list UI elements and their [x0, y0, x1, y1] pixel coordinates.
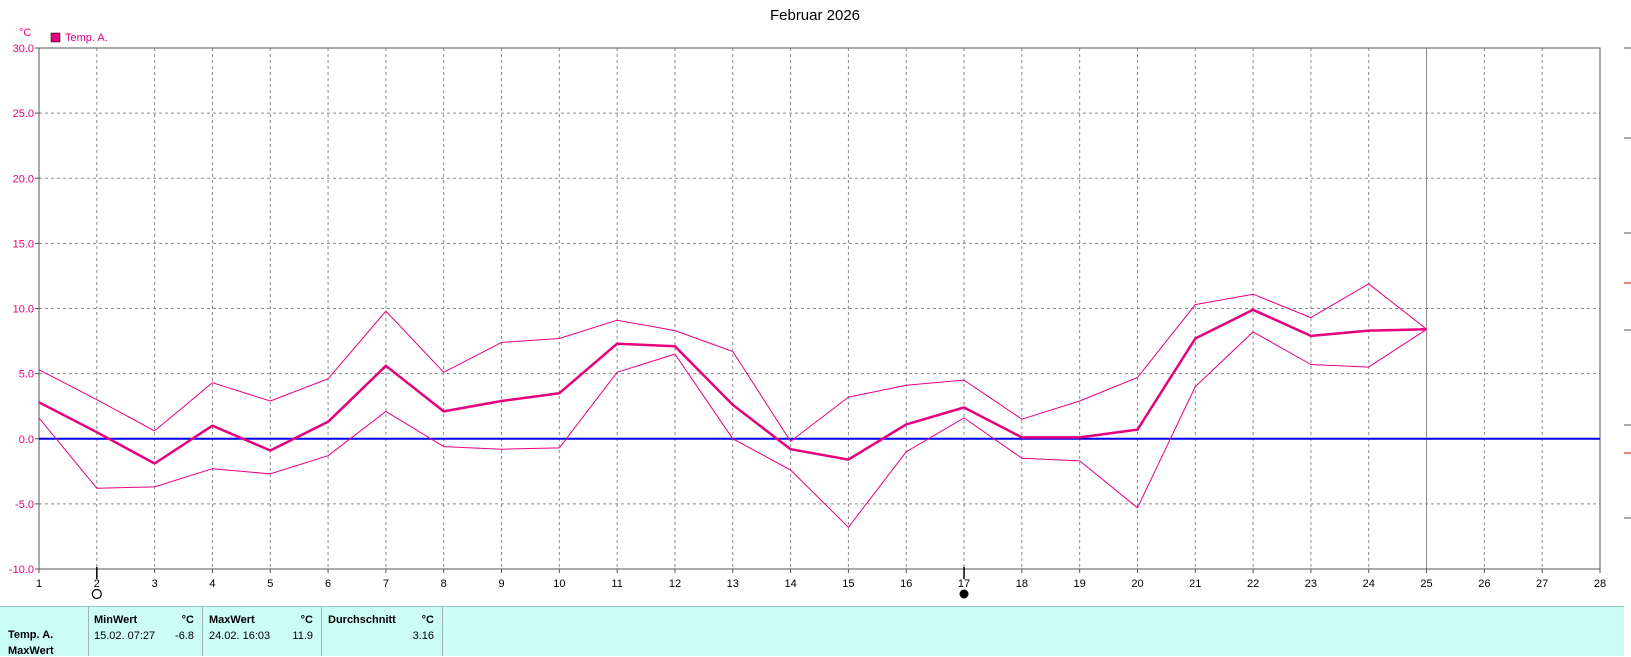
full-moon-icon — [91, 588, 102, 600]
grid — [39, 48, 1600, 569]
legend-label: Temp. A. — [65, 32, 108, 44]
y-tick-label: 0.0 — [19, 434, 34, 446]
y-axis-unit: °C — [19, 27, 31, 39]
y-tick-label: -5.0 — [15, 499, 34, 511]
series-line-mean — [38, 308, 1427, 465]
min-datetime: 15.02. 07:27 — [94, 630, 156, 642]
x-tick-label: 15 — [842, 578, 854, 590]
x-tick-label: 18 — [1016, 578, 1028, 590]
y-tick-label: 5.0 — [19, 369, 34, 381]
temperature-chart: Februar 2026 °C Temp. A. -10.0 -5.0 0.0 5.0… — [9, 7, 1631, 600]
x-tick-label: 27 — [1536, 578, 1548, 590]
stats-max-column: MaxWert °C 24.02. 16:03 11.9 — [203, 607, 322, 656]
x-tick-label: 28 — [1594, 578, 1606, 590]
y-tick-label: -10.0 — [9, 564, 34, 576]
x-tick-label: 3 — [152, 578, 158, 590]
x-tick-label: 26 — [1478, 578, 1490, 590]
min-header: MinWert — [94, 614, 138, 626]
chart-title: Februar 2026 — [770, 7, 860, 24]
y-tick-label: 10.0 — [13, 304, 34, 316]
statistics-panel: Temp. A. MaxWert MinWert °C 15.02. 07:27… — [0, 606, 1624, 657]
stats-row-label: Temp. A. — [8, 629, 54, 641]
x-tick-label: 4 — [209, 578, 215, 590]
series-line-max — [38, 283, 1427, 442]
x-tick-label: 10 — [553, 578, 565, 590]
x-tick-label: 5 — [267, 578, 273, 590]
moon-phase-markers — [91, 567, 969, 600]
legend-swatch — [50, 32, 61, 43]
right-edge-ticks — [1624, 47, 1631, 519]
x-tick-label: 9 — [498, 578, 504, 590]
y-tick-label: 15.0 — [13, 238, 34, 250]
x-tick-label: 17 — [958, 578, 970, 590]
x-tick-label: 6 — [325, 578, 331, 590]
x-tick-label: 13 — [727, 578, 739, 590]
min-unit: °C — [181, 614, 194, 626]
average-value: 3.16 — [412, 630, 434, 642]
x-tick-label: 25 — [1420, 578, 1432, 590]
x-tick-label: 14 — [784, 578, 796, 590]
x-tick-label: 7 — [383, 578, 389, 590]
stats-min-column: MinWert °C 15.02. 07:27 -6.8 — [88, 607, 203, 656]
stats-label-column — [0, 607, 89, 656]
series-line-min — [38, 328, 1427, 528]
y-tick-label: 25.0 — [13, 108, 34, 120]
x-tick-label: 20 — [1131, 578, 1143, 590]
max-datetime: 24.02. 16:03 — [209, 630, 271, 642]
average-header: Durchschnitt — [328, 614, 396, 626]
axes: -10.0-5.00.05.010.015.020.025.030.01 2 3 4 5… — [9, 43, 1606, 590]
x-tick-label: 11 — [611, 578, 622, 590]
x-tick-label: 22 — [1247, 578, 1259, 590]
x-tick-label: 8 — [441, 578, 447, 590]
y-tick-label: 30.0 — [13, 43, 34, 55]
average-unit: °C — [421, 614, 434, 626]
series — [38, 283, 1600, 528]
x-tick-label: 16 — [900, 578, 912, 590]
x-tick-label: 23 — [1305, 578, 1317, 590]
max-value: 11.9 — [292, 630, 313, 642]
max-unit: °C — [300, 614, 313, 626]
max-header: MaxWert — [209, 614, 255, 626]
x-tick-label: 19 — [1074, 578, 1086, 590]
x-tick-label: 12 — [669, 578, 681, 590]
stats-average-column: Durchschnitt °C 3.16 — [322, 607, 443, 656]
new-moon-icon — [959, 589, 969, 599]
stats-row-label-second: MaxWert — [8, 645, 54, 657]
legend: Temp. A. — [50, 32, 108, 44]
min-value: -6.8 — [175, 630, 194, 642]
x-tick-label: 1 — [36, 578, 42, 590]
x-tick-label: 24 — [1363, 578, 1375, 590]
x-tick-label: 2 — [94, 578, 100, 590]
y-tick-label: 20.0 — [13, 173, 34, 185]
x-tick-label: 21 — [1189, 578, 1201, 590]
